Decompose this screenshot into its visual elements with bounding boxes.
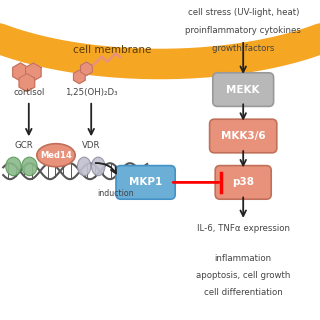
Text: induction: induction xyxy=(97,189,133,198)
Polygon shape xyxy=(81,62,92,76)
Ellipse shape xyxy=(77,157,91,176)
Text: MKK3/6: MKK3/6 xyxy=(221,131,266,141)
Text: proinflammatory cytokines: proinflammatory cytokines xyxy=(185,26,301,35)
Polygon shape xyxy=(26,63,41,81)
Ellipse shape xyxy=(92,157,105,176)
Text: cell stress (UV-light, heat): cell stress (UV-light, heat) xyxy=(188,8,299,17)
Text: 1,25(OH)₂D₃: 1,25(OH)₂D₃ xyxy=(65,88,117,97)
FancyBboxPatch shape xyxy=(210,119,277,153)
Polygon shape xyxy=(19,74,35,92)
Text: p38: p38 xyxy=(232,177,254,188)
Text: IL-6, TNFα expression: IL-6, TNFα expression xyxy=(197,224,290,233)
Text: MKP1: MKP1 xyxy=(129,177,162,188)
FancyBboxPatch shape xyxy=(116,166,175,199)
Ellipse shape xyxy=(37,144,75,167)
Text: VDR: VDR xyxy=(82,141,100,150)
Text: growth factors: growth factors xyxy=(212,44,274,53)
Polygon shape xyxy=(74,70,85,84)
FancyBboxPatch shape xyxy=(213,73,274,106)
Text: MEKK: MEKK xyxy=(227,84,260,95)
Ellipse shape xyxy=(22,157,37,176)
FancyBboxPatch shape xyxy=(215,166,271,199)
Text: cell membrane: cell membrane xyxy=(73,44,151,55)
Text: inflammation: inflammation xyxy=(215,254,272,263)
Text: cortisol: cortisol xyxy=(13,88,44,97)
Polygon shape xyxy=(13,63,28,81)
Text: Med14: Med14 xyxy=(40,151,72,160)
Ellipse shape xyxy=(6,157,21,176)
Text: cell differentiation: cell differentiation xyxy=(204,288,283,297)
Text: GCR: GCR xyxy=(15,141,33,150)
Text: apoptosis, cell growth: apoptosis, cell growth xyxy=(196,271,290,280)
